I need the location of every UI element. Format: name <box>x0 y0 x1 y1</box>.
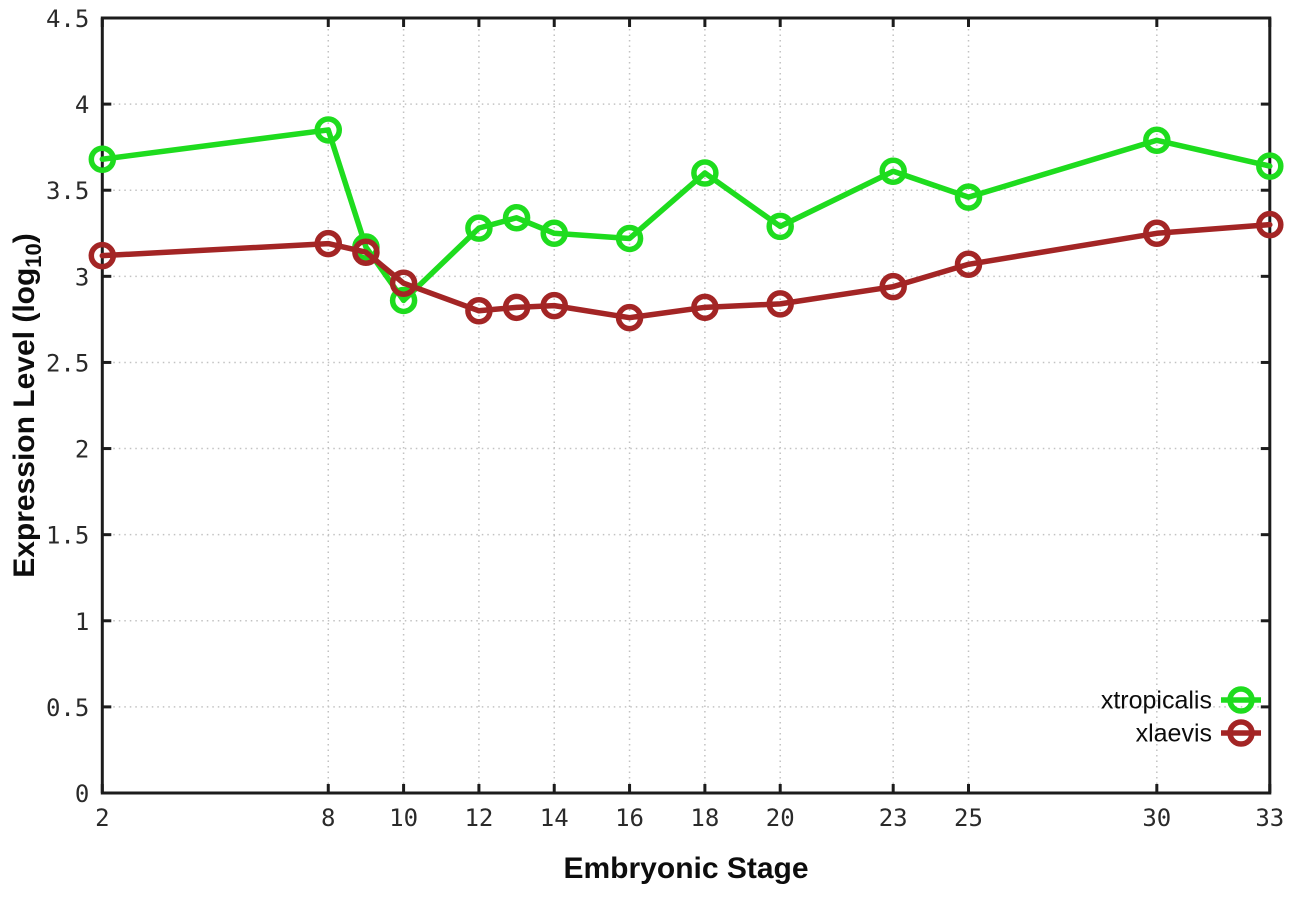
series-xlaevis <box>88 210 1284 332</box>
y-tick-label: 2 <box>75 436 89 464</box>
data-point-marker <box>314 116 343 144</box>
y-tick-label: 4 <box>75 91 89 119</box>
y-tick-label: 1.5 <box>46 522 89 550</box>
legend-entry-xtropicalis: xtropicalis <box>1101 686 1261 715</box>
x-axis-label: Embryonic Stage <box>564 852 809 885</box>
legend-entry-xlaevis: xlaevis <box>1136 719 1261 748</box>
data-point-marker <box>389 269 418 297</box>
data-point-marker <box>879 157 907 186</box>
data-point-marker <box>465 297 493 325</box>
legend-marker-sample <box>1227 686 1255 714</box>
x-tick-label: 23 <box>879 804 908 832</box>
data-point-marker <box>954 183 983 211</box>
x-tick-label: 10 <box>389 804 418 832</box>
x-tick-label: 30 <box>1142 804 1171 832</box>
y-tick-label: 0.5 <box>46 694 89 722</box>
y-tick-label: 0 <box>75 780 89 808</box>
x-tick-label: 33 <box>1255 804 1284 832</box>
data-point-marker <box>352 238 380 266</box>
data-point-marker <box>615 224 644 253</box>
y-tick-label: 3.5 <box>46 177 89 205</box>
y-tick-label: 4.5 <box>46 5 89 33</box>
data-point-marker <box>540 291 568 320</box>
data-point-marker <box>766 212 794 241</box>
data-point-marker <box>389 286 418 315</box>
x-tick-label: 25 <box>954 804 983 832</box>
data-point-marker <box>314 229 343 258</box>
x-tick-label: 18 <box>690 804 719 832</box>
plot-border <box>100 16 1272 795</box>
y-tick-label: 1 <box>75 608 89 636</box>
data-point-marker <box>879 272 907 301</box>
data-point-marker <box>1256 210 1284 239</box>
data-point-marker <box>954 250 983 279</box>
series-line <box>99 127 1273 304</box>
data-point-marker <box>1256 152 1284 180</box>
series-xtropicalis <box>88 116 1284 315</box>
x-tick-label: 8 <box>321 804 335 832</box>
x-tick-label: 14 <box>540 804 569 832</box>
x-tick-label: 12 <box>464 804 493 832</box>
data-point-marker <box>615 303 644 332</box>
data-point-marker <box>88 145 117 173</box>
data-point-marker <box>1143 219 1171 248</box>
legend-label: xlaevis <box>1136 720 1212 748</box>
data-point-marker <box>540 219 568 248</box>
x-tick-label: 16 <box>615 804 644 832</box>
y-axis-label: Expression Level (log10) <box>8 233 46 578</box>
data-point-marker <box>502 204 531 232</box>
legend-label: xtropicalis <box>1101 687 1212 715</box>
data-point-marker <box>766 290 794 318</box>
x-tick-label: 2 <box>95 804 109 832</box>
series-line <box>99 221 1273 321</box>
legend: xtropicalis xlaevis <box>1101 686 1261 748</box>
data-point-marker <box>691 293 719 322</box>
data-point-marker <box>1143 126 1171 155</box>
legend-marker-sample <box>1227 719 1255 747</box>
data-point-marker <box>691 159 719 187</box>
y-tick-label: 2.5 <box>46 349 89 377</box>
data-point-marker <box>465 214 493 242</box>
y-tick-label: 3 <box>75 263 89 291</box>
x-tick-label: 20 <box>766 804 795 832</box>
data-point-marker <box>502 293 531 322</box>
data-point-marker <box>88 241 117 270</box>
data-series <box>88 116 1284 332</box>
tick-labels: 2 8 10 12 14 16 18 20 23 25 30 33 0 0.5 1 1.5 2 2.5 3 3.5 4 4… <box>46 5 1284 832</box>
plot-border-and-ticks <box>100 16 1272 795</box>
